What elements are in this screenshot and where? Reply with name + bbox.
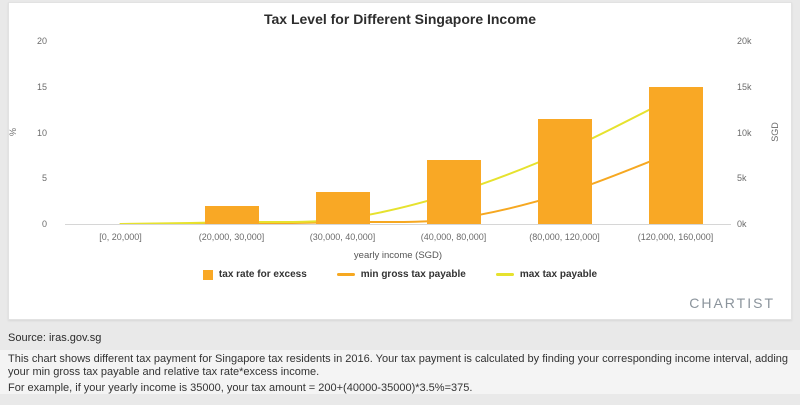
x-label-0: [0, 20,000]	[99, 232, 142, 242]
x-label-2: (30,000, 40,000]	[309, 232, 376, 242]
legend-label: max tax payable	[519, 269, 598, 280]
bar-1	[204, 206, 259, 224]
right-axis-label: SGD	[769, 122, 780, 142]
chartist-branding[interactable]: CHARTIST	[689, 295, 775, 311]
bar-4	[537, 119, 592, 224]
chart-card: Tax Level for Different Singapore Income…	[8, 2, 792, 320]
bar-3	[426, 160, 481, 224]
line-layer	[119, 95, 677, 224]
example-text: For example, if your yearly income is 35…	[8, 382, 473, 394]
description-band: This chart shows different tax payment f…	[0, 350, 800, 394]
right-axis-ticks: 0k 5k 10k 15k 20k	[737, 36, 763, 229]
left-tick-5: 5	[41, 173, 47, 184]
line-swatch-icon	[495, 273, 514, 276]
legend-label: tax rate for excess	[218, 269, 307, 280]
description-text: This chart shows different tax payment f…	[8, 353, 789, 378]
left-axis-ticks: 0 5 10 15 20	[21, 36, 47, 229]
source-text: Source: iras.gov.sg	[8, 332, 102, 344]
right-tick-10k: 10k	[737, 127, 752, 138]
right-tick-0k: 0k	[737, 219, 747, 229]
left-tick-10: 10	[36, 127, 47, 138]
legend-item-min-gross-tax-payable[interactable]: min gross tax payable	[336, 269, 466, 280]
legend: tax rate for excess min gross tax payable…	[9, 269, 791, 280]
line-max-tax-payable	[119, 95, 677, 224]
x-label-3: (40,000, 80,000]	[420, 232, 487, 242]
left-tick-0: 0	[41, 219, 47, 229]
bar-5	[648, 87, 703, 224]
left-axis-label: %	[8, 127, 19, 137]
left-tick-15: 15	[36, 81, 47, 92]
x-label-5: (120,000, 160,000]	[637, 232, 714, 242]
x-label-1: (20,000, 30,000]	[198, 232, 265, 242]
x-axis-labels: [0, 20,000] (20,000, 30,000] (30,000, 40,0…	[65, 232, 731, 244]
bar-swatch-icon	[202, 269, 213, 280]
x-axis-title: yearly income (SGD)	[353, 250, 443, 261]
line-swatch-icon	[336, 273, 355, 276]
plot-area	[65, 41, 731, 225]
bar-2	[315, 192, 370, 224]
x-label-4: (80,000, 120,000]	[529, 232, 600, 242]
legend-item-tax-rate-for-excess[interactable]: tax rate for excess	[202, 269, 307, 280]
right-tick-5k: 5k	[737, 173, 747, 184]
legend-label: min gross tax payable	[360, 269, 466, 280]
chart-title: Tax Level for Different Singapore Income	[263, 11, 537, 27]
left-tick-20: 20	[36, 36, 47, 46]
right-tick-15k: 15k	[737, 81, 752, 92]
right-tick-20k: 20k	[737, 36, 752, 46]
legend-item-max-tax-payable[interactable]: max tax payable	[495, 269, 598, 280]
